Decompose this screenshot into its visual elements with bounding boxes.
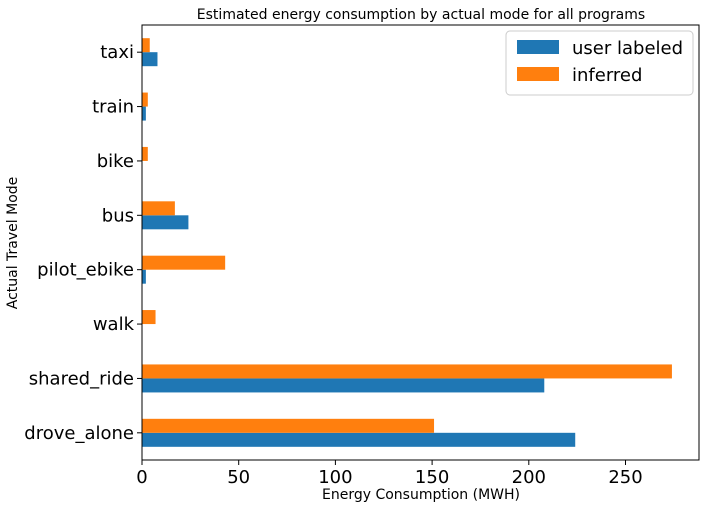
y-tick-label-drove_alone: drove_alone: [24, 423, 134, 444]
y-tick-label-pilot_ebike: pilot_ebike: [37, 260, 134, 281]
x-tick-label-100: 100: [318, 467, 352, 488]
bar-inferred-bus: [142, 201, 175, 216]
bar-user-labeled-pilot_ebike: [142, 269, 146, 284]
y-tick-label-bike: bike: [97, 151, 134, 172]
legend-swatch-user-labeled: [517, 40, 559, 54]
x-axis-ticks: 0 50 100 150 200 250: [136, 460, 643, 488]
bar-inferred-walk: [142, 310, 156, 325]
bar-inferred-train: [142, 92, 148, 107]
bar-user-labeled-taxi: [142, 52, 158, 67]
chart-title: Estimated energy consumption by actual m…: [197, 7, 645, 23]
bar-inferred-taxi: [142, 38, 150, 53]
plot-frame: [141, 24, 700, 461]
x-tick-label-200: 200: [512, 467, 546, 488]
y-tick-label-shared_ride: shared_ride: [29, 368, 134, 389]
legend-label-inferred: inferred: [572, 65, 642, 86]
bar-user-labeled-bus: [142, 215, 189, 230]
x-tick-label-150: 150: [415, 467, 449, 488]
x-axis-label: Energy Consumption (MWH): [322, 487, 520, 503]
legend-swatch-inferred: [517, 67, 559, 81]
y-tick-label-taxi: taxi: [100, 42, 134, 63]
y-axis-label: Actual Travel Mode: [5, 177, 21, 310]
bar-inferred-pilot_ebike: [142, 255, 226, 270]
legend-label-user-labeled: user labeled: [572, 38, 683, 59]
x-tick-label-50: 50: [227, 467, 250, 488]
bar-inferred-drove_alone: [142, 418, 435, 433]
bar-inferred-shared_ride: [142, 364, 672, 379]
y-tick-label-train: train: [92, 97, 134, 118]
y-tick-label-bus: bus: [102, 205, 134, 226]
y-axis-ticks: drove_alone shared_ride walk pilot_ebike bus…: [24, 42, 142, 444]
bar-inferred-bike: [142, 146, 148, 161]
y-tick-label-walk: walk: [93, 314, 135, 335]
bar-user-labeled-train: [142, 106, 146, 121]
bar-user-labeled-drove_alone: [142, 432, 576, 447]
legend: user labeled inferred: [505, 30, 694, 96]
bars-layer: [142, 38, 672, 447]
x-tick-label-250: 250: [608, 467, 642, 488]
x-tick-label-0: 0: [136, 467, 147, 488]
bar-user-labeled-shared_ride: [142, 378, 545, 393]
